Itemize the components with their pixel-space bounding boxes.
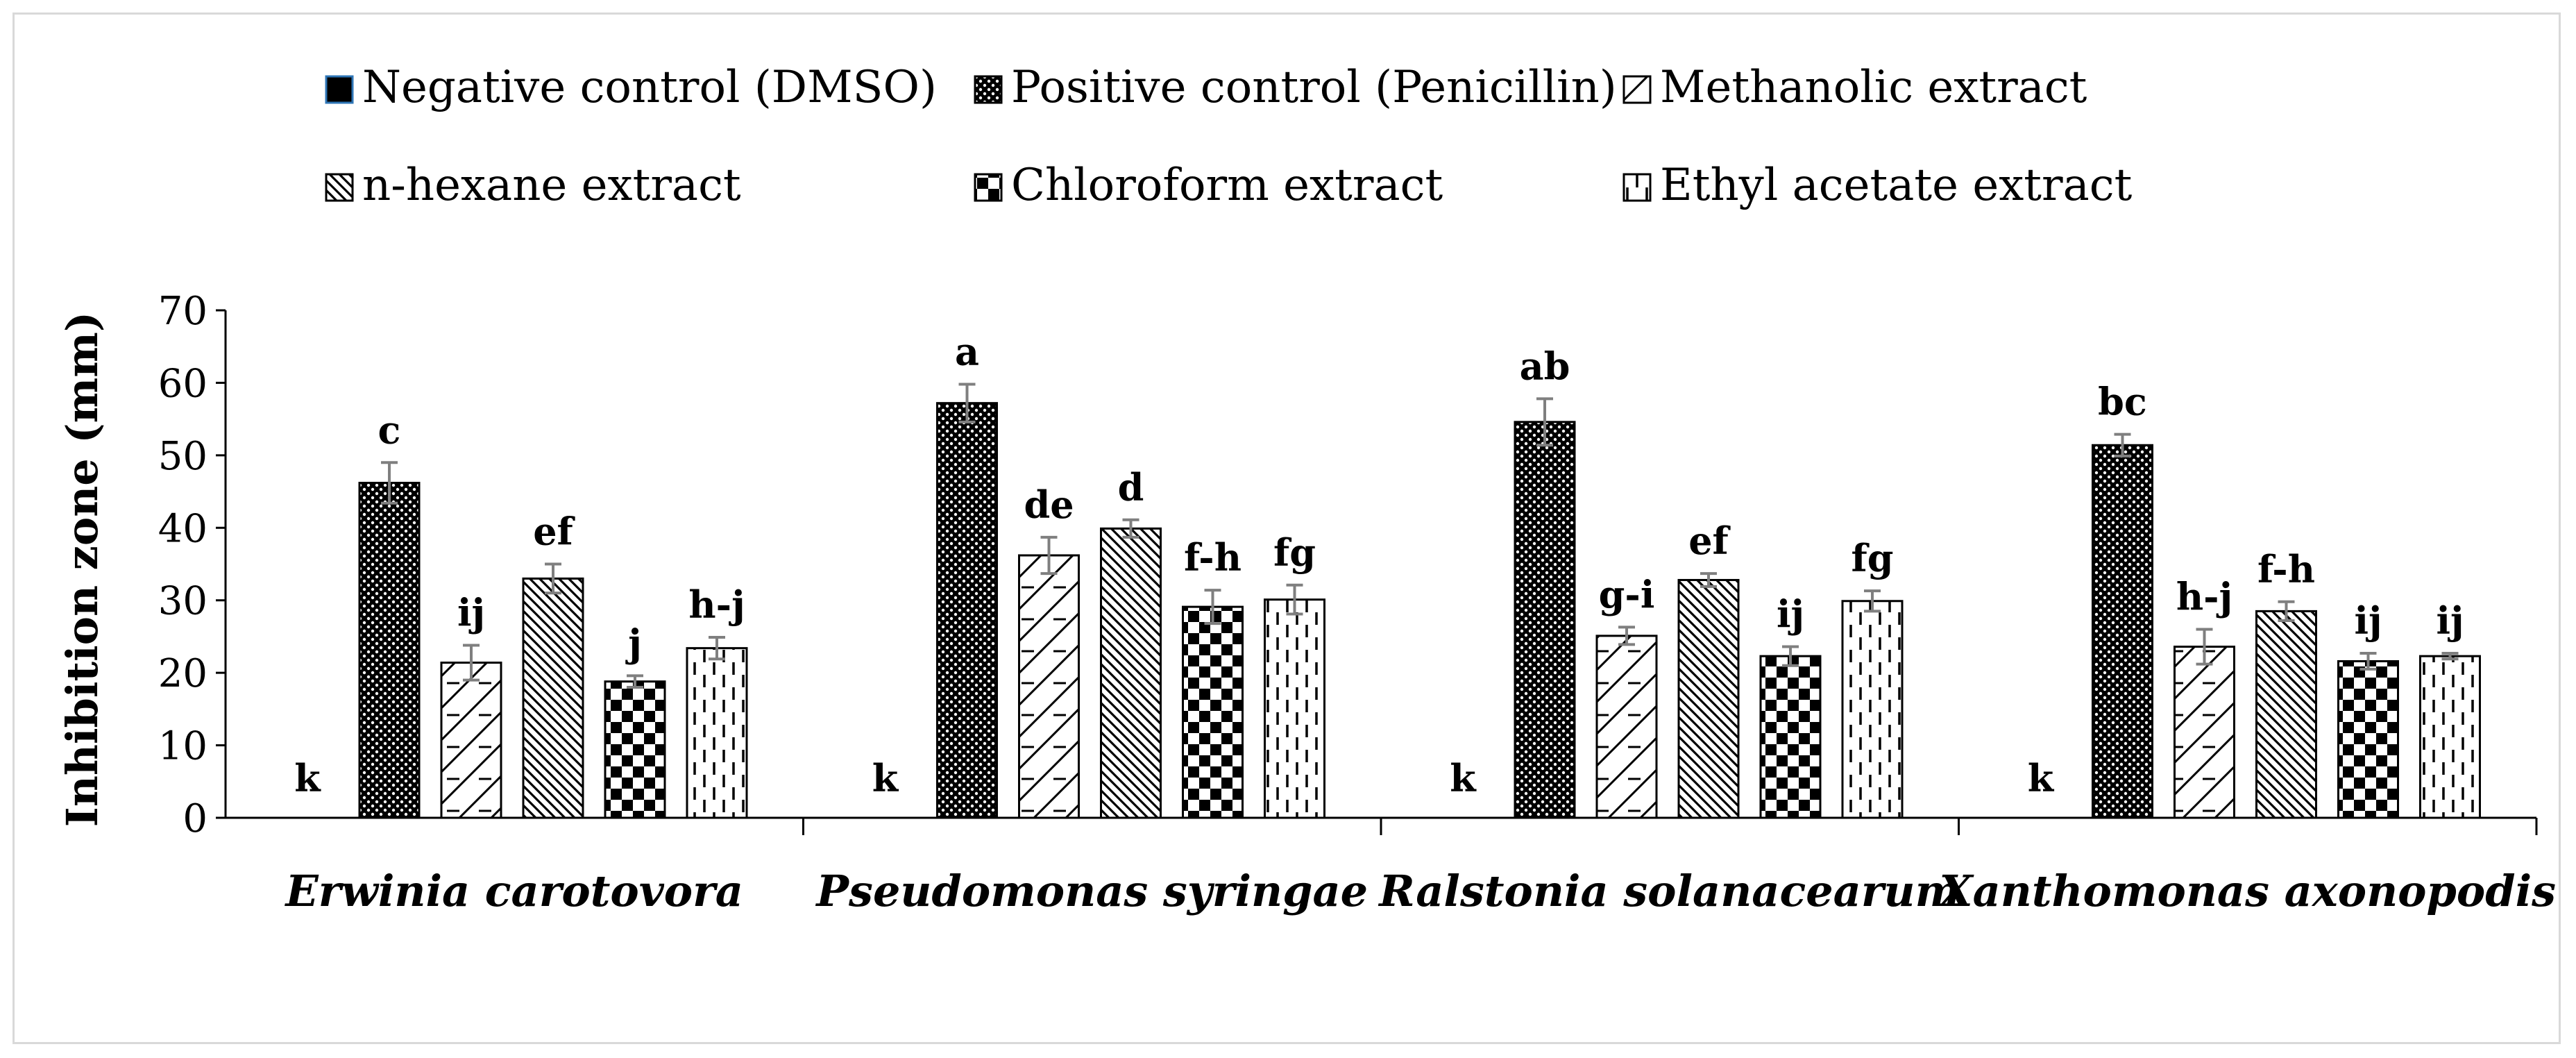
bar	[1841, 600, 1904, 819]
legend-label: n-hexane extract	[362, 160, 741, 211]
legend-label: Positive control (Penicillin)	[1011, 62, 1617, 113]
y-tick-label: 20	[158, 651, 207, 696]
significance-letter: ij	[1777, 592, 1804, 637]
y-tick-label: 30	[158, 579, 207, 624]
bars: k c ij ef j h-j k a de d f-h fg k ab g-i ef ij fg k bc h-j f-…	[294, 330, 2481, 819]
legend-swatch	[1622, 75, 1652, 104]
significance-letter: ij	[2436, 598, 2464, 643]
significance-letter: k	[2028, 756, 2055, 800]
legend-label: Chloroform extract	[1011, 160, 1443, 211]
bar	[1018, 554, 1080, 819]
significance-letter: g-i	[1599, 572, 1655, 616]
legend-swatch	[974, 173, 1003, 202]
significance-letter: k	[872, 756, 899, 800]
axes: 0 10 20 30 40 50 60 70 Erwinia carotovora Pseudom…	[158, 289, 2556, 916]
legend-swatch	[1622, 173, 1652, 202]
bar	[936, 402, 998, 819]
significance-letter: f-h	[1184, 535, 1242, 580]
bar	[1677, 578, 1740, 819]
y-tick-label: 60	[158, 361, 207, 406]
x-category-label: Erwinia carotovora	[285, 866, 743, 916]
legend-label: Ethyl acetate extract	[1660, 160, 2133, 211]
bar	[604, 680, 666, 819]
bar	[2419, 655, 2481, 819]
significance-letter: de	[1024, 482, 1074, 527]
bar	[686, 647, 748, 819]
legend-swatch	[325, 75, 354, 104]
bar	[440, 662, 502, 819]
y-tick-label: 10	[158, 724, 207, 769]
significance-letter: ij	[2354, 598, 2382, 643]
y-axis-label: Inhibition zone (mm)	[57, 312, 108, 827]
legend-swatch	[325, 173, 354, 202]
bar	[2337, 660, 2399, 819]
bar	[2255, 610, 2317, 819]
x-category-label: Xanthomonas axonopodis	[1936, 866, 2556, 916]
significance-letter: ij	[457, 590, 485, 635]
bar	[1264, 598, 1325, 819]
significance-letter: bc	[2098, 380, 2147, 424]
significance-letter: j	[625, 621, 642, 665]
significance-letter: fg	[1852, 536, 1894, 580]
bar	[522, 577, 584, 819]
significance-letter: fg	[1273, 530, 1316, 575]
legend-swatch	[974, 75, 1003, 104]
legend: Negative control (DMSO) Positive control …	[325, 62, 2133, 211]
y-tick-label: 50	[158, 434, 207, 479]
bar	[1595, 635, 1658, 819]
significance-letter: h-j	[2176, 574, 2232, 619]
significance-letter: k	[294, 756, 321, 800]
significance-letter: ef	[1688, 519, 1731, 563]
y-tick-label: 0	[183, 796, 207, 841]
x-category-label: Ralstonia solanacearum	[1378, 866, 1960, 916]
significance-letter: ef	[533, 510, 575, 554]
significance-letter: c	[378, 408, 401, 452]
bar	[2092, 444, 2153, 819]
bar	[358, 482, 421, 819]
significance-letter: h-j	[688, 582, 745, 627]
legend-label: Negative control (DMSO)	[362, 62, 937, 113]
bar	[1100, 527, 1162, 819]
y-tick-label: 40	[158, 506, 207, 551]
bar	[1759, 655, 1822, 819]
significance-letter: ab	[1520, 344, 1570, 388]
significance-letter: a	[955, 330, 979, 374]
significance-letter: d	[1118, 465, 1144, 510]
x-category-label: Pseudomonas syringae	[815, 866, 1368, 916]
legend-label: Methanolic extract	[1660, 62, 2087, 113]
significance-letter: k	[1450, 756, 1477, 800]
chart-frame	[12, 12, 2561, 1044]
bar	[1182, 605, 1244, 819]
significance-letter: f-h	[2257, 547, 2315, 591]
y-tick-label: 70	[158, 289, 207, 334]
bar	[2174, 646, 2235, 819]
bar	[1514, 421, 1576, 819]
